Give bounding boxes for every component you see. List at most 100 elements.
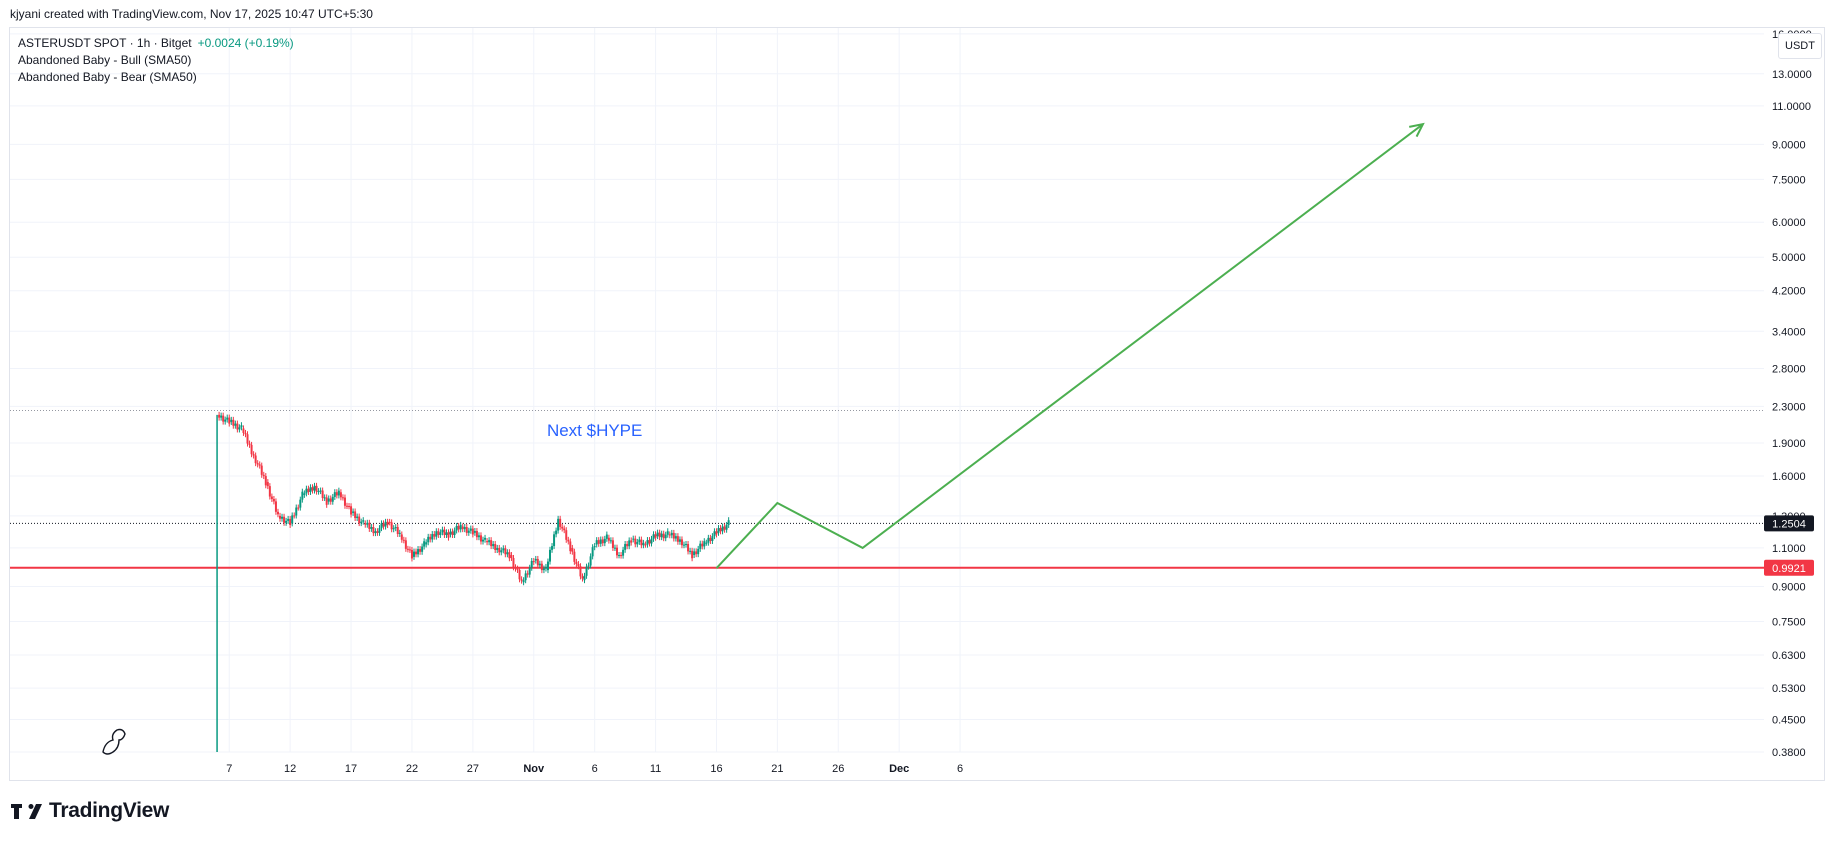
candle-body [589, 556, 592, 566]
x-tick-label: 21 [771, 763, 783, 775]
candle-body [388, 521, 391, 523]
candle-body [398, 532, 401, 534]
candle-body [682, 544, 685, 546]
support-price-tag-bg [1764, 559, 1814, 576]
candle-body [603, 538, 606, 544]
candle-body [532, 560, 535, 563]
candle-body [333, 492, 336, 497]
candle-body [528, 567, 531, 575]
candle-body [544, 566, 547, 569]
candle-body [372, 527, 375, 534]
candle-body [599, 539, 602, 544]
candle-body [473, 531, 476, 533]
candle-body [534, 558, 537, 561]
candle-body [597, 540, 600, 544]
candle-body [343, 497, 346, 506]
candle-body [429, 536, 432, 540]
candle-body [264, 476, 267, 486]
candle-body [500, 550, 503, 553]
candle-body [613, 547, 616, 549]
candle-body [512, 557, 515, 568]
candle-body [222, 415, 225, 422]
candle-body [502, 548, 505, 551]
candle-body [364, 523, 367, 525]
candle-body [518, 569, 521, 580]
candle-body [281, 516, 284, 519]
candle-body [234, 423, 237, 426]
candle-body [569, 541, 572, 552]
candle-body [376, 531, 379, 533]
candle-body [425, 542, 428, 545]
candle-body [546, 561, 549, 571]
y-tick-label: 2.3000 [1772, 401, 1806, 413]
symbol-label[interactable]: ASTERUSDT SPOT · 1h · Bitget [18, 36, 192, 50]
candle-body [224, 419, 227, 422]
candle-body [220, 415, 223, 418]
y-tick-label: 0.7500 [1772, 616, 1806, 628]
candle-body [520, 579, 523, 581]
candle-body [695, 551, 698, 555]
candle-body [335, 492, 338, 496]
candle-body [725, 524, 728, 530]
candle-body [585, 566, 588, 576]
candle-body [423, 541, 426, 547]
support-price-tag: 0.9921 [1764, 559, 1814, 576]
candle-body [522, 580, 525, 583]
symbol-row[interactable]: ASTERUSDT SPOT · 1h · Bitget +0.0024 (+0.… [18, 35, 294, 52]
candle-body [465, 526, 468, 533]
candle-body [577, 564, 580, 567]
candle-body [350, 506, 353, 515]
tradingview-logo-icon [11, 803, 42, 819]
price-change: +0.0024 (+0.19%) [197, 36, 294, 50]
candle-body [549, 549, 552, 562]
candle-body [406, 548, 409, 550]
candle-body [287, 518, 290, 521]
candle-body [226, 417, 229, 420]
candle-body [250, 444, 253, 455]
candle-body [648, 540, 651, 544]
current-price-tag-bg [1764, 515, 1814, 532]
candle-body [238, 427, 241, 430]
candle-body [289, 518, 292, 525]
candle-body [591, 547, 594, 557]
candle-body [408, 549, 411, 551]
projection-arrowhead [1409, 122, 1425, 138]
candle-body [356, 516, 359, 519]
candle-body [571, 547, 574, 552]
x-tick-label: 6 [957, 763, 963, 775]
candle-body [609, 540, 612, 542]
candle-body [374, 531, 377, 534]
candle-body [620, 555, 623, 557]
x-tick-label: 27 [467, 763, 479, 775]
candle-body [536, 558, 539, 566]
tradingview-wordmark: TradingView [49, 799, 170, 822]
candle-body [652, 534, 655, 539]
currency-button[interactable]: USDT [1778, 33, 1822, 59]
candle-body [327, 498, 330, 502]
candle-body [471, 528, 474, 535]
candle-body [258, 464, 261, 466]
candle-body [561, 526, 564, 529]
candle-body [358, 516, 361, 524]
y-axis: 16.000013.000011.00009.00007.50006.00005… [10, 29, 1812, 759]
indicator-bull-label[interactable]: Abandoned Baby - Bull (SMA50) [18, 53, 192, 67]
candle-body [384, 521, 387, 527]
candle-body [689, 550, 692, 552]
candle-body [433, 534, 436, 537]
y-tick-label: 0.9000 [1772, 581, 1806, 593]
candle-body [674, 536, 677, 539]
dino-icon [102, 728, 126, 755]
indicator-bear-label[interactable]: Abandoned Baby - Bear (SMA50) [18, 70, 197, 84]
candle-body [461, 526, 464, 530]
candle-body [447, 532, 450, 538]
candle-body [427, 536, 430, 543]
y-tick-label: 0.6300 [1772, 650, 1806, 662]
candle-body [579, 566, 582, 577]
current-price-tag: 1.2504 [1764, 515, 1814, 532]
candle-body [412, 551, 415, 557]
tradingview-logo[interactable]: TradingView [11, 799, 169, 823]
candle-body [242, 428, 245, 433]
candle-body [482, 539, 485, 542]
candle-body [703, 541, 706, 547]
